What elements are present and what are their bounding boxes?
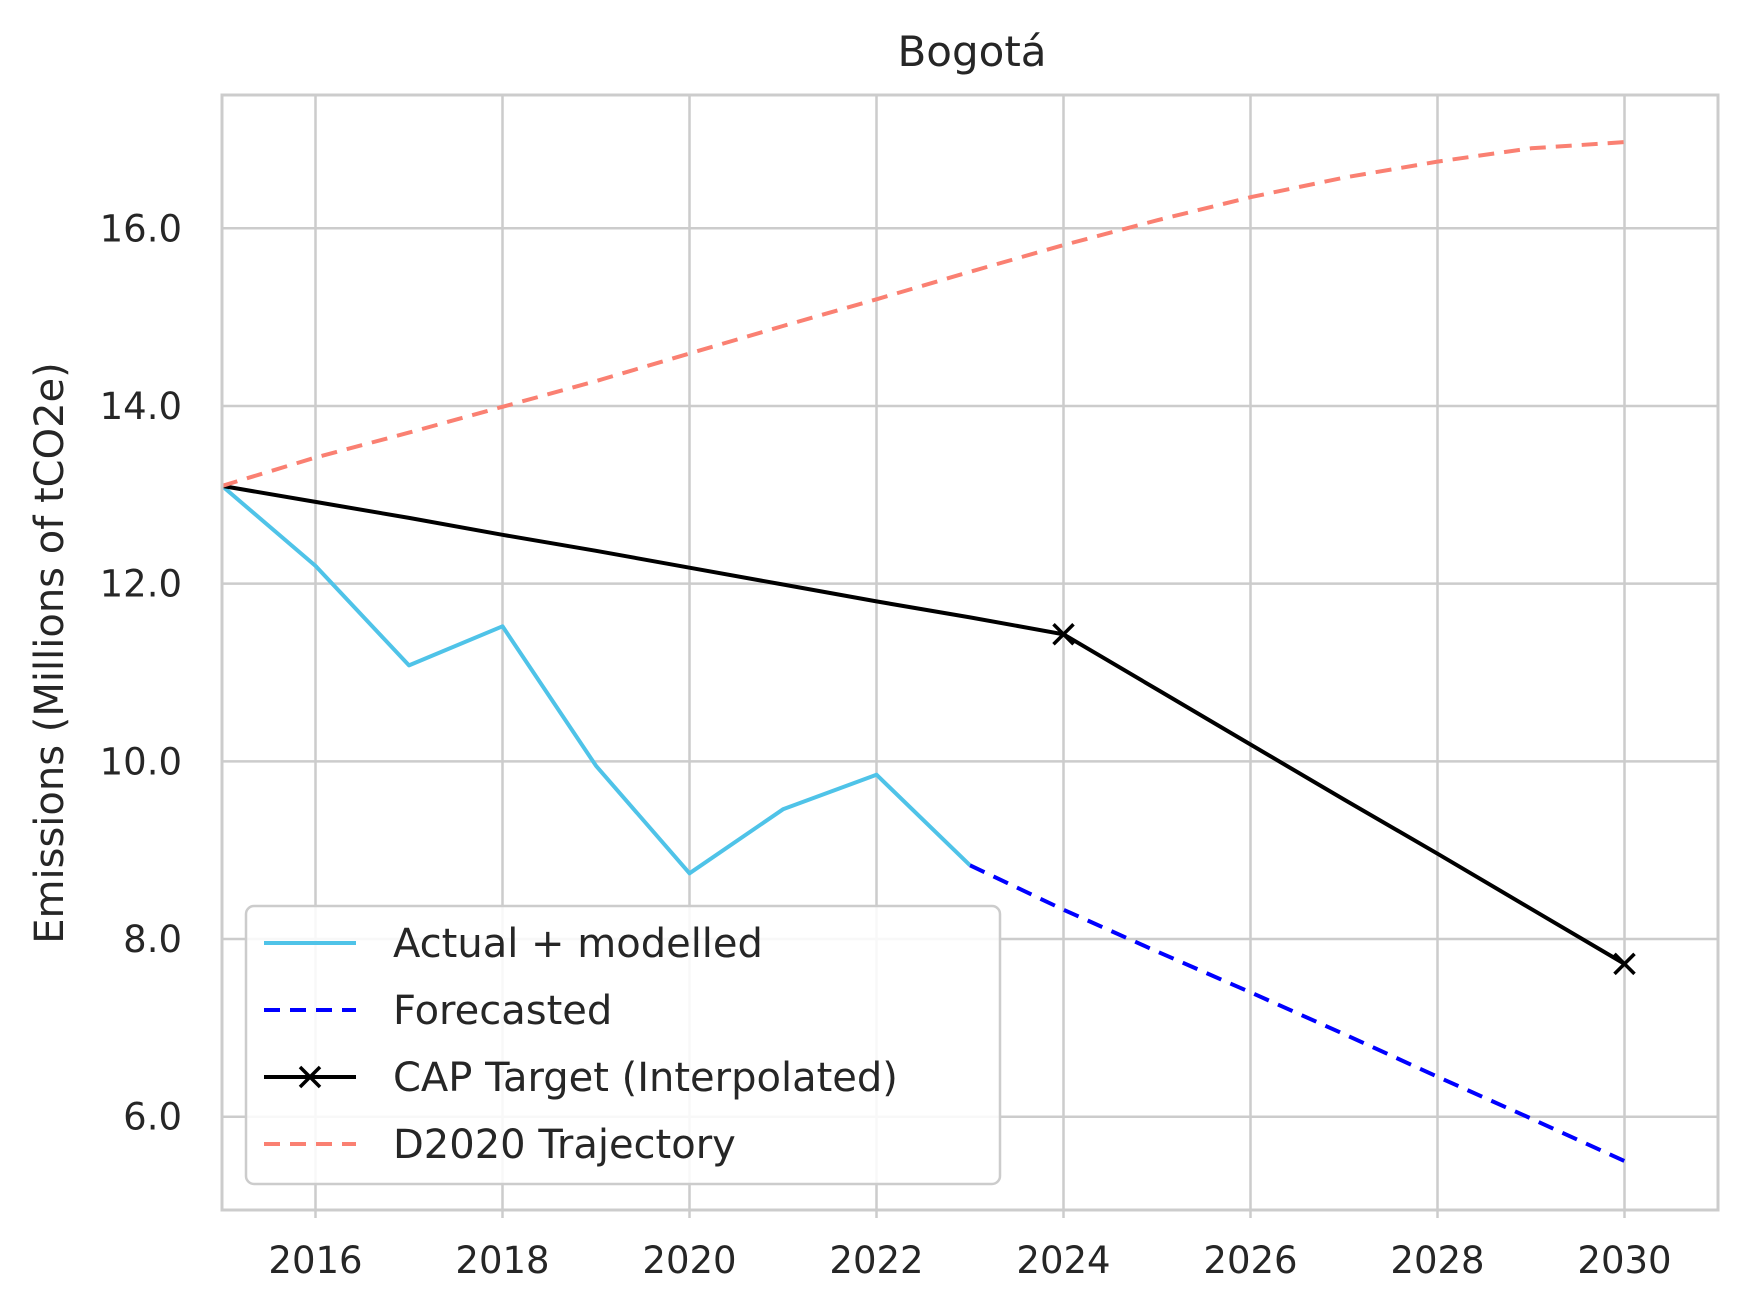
legend-entries: Actual + modelled Forecasted CAP Target (I…	[264, 921, 898, 1168]
x-tick-label: 2024	[1016, 1239, 1110, 1282]
series-line-1	[969, 863, 1626, 1163]
x-tick-label: 2018	[455, 1239, 549, 1282]
series-lines	[220, 140, 1636, 1163]
x-marker	[1613, 952, 1636, 976]
series-0	[220, 484, 972, 876]
x-marker	[1052, 623, 1075, 646]
x-tick-label: 2026	[1203, 1239, 1297, 1282]
legend-box	[244, 904, 1002, 1186]
series-line-3	[221, 140, 1625, 488]
tick-labels: 2016 2018 2020 2022 2024 2026 2028 2030 6.0 8.0 10…	[100, 207, 1672, 1282]
x-tick-label: 2022	[829, 1239, 923, 1282]
x-tick-label: 2020	[642, 1239, 736, 1282]
legend-label: Actual + modelled	[393, 921, 763, 967]
legend-entry-3: D2020 Trajectory	[264, 1122, 736, 1168]
legend-label: D2020 Trajectory	[393, 1122, 736, 1168]
plot-frame	[220, 93, 1720, 1212]
y-axis-title: Emissions (Millions of tCO2e)	[27, 362, 73, 944]
x-tick-label: 2016	[268, 1239, 362, 1282]
legend-label: CAP Target (Interpolated)	[393, 1055, 898, 1101]
chart-title: Bogotá	[897, 27, 1046, 76]
legend-entry-0: Actual + modelled	[264, 921, 763, 967]
series-1	[969, 863, 1626, 1163]
legend: Actual + modelled Forecasted CAP Target (I…	[244, 904, 1002, 1186]
legend-x-marker	[298, 1065, 322, 1089]
legend-entry-1: Forecasted	[264, 988, 612, 1034]
series-3	[221, 140, 1625, 488]
y-tick-label: 6.0	[123, 1096, 182, 1139]
legend-entry-2: CAP Target (Interpolated)	[264, 1055, 898, 1101]
series-2	[221, 483, 1636, 976]
grid-lines	[222, 95, 1718, 1218]
y-tick-label: 8.0	[123, 918, 182, 961]
legend-label: Forecasted	[393, 988, 612, 1034]
series-line-2	[221, 483, 1626, 966]
y-tick-label: 12.0	[100, 563, 182, 606]
y-tick-label: 10.0	[100, 740, 182, 783]
y-tick-label: 14.0	[100, 385, 182, 428]
series-line-0	[220, 484, 972, 876]
x-tick-label: 2030	[1577, 1239, 1671, 1282]
y-tick-label: 16.0	[100, 207, 182, 250]
x-tick-label: 2028	[1390, 1239, 1484, 1282]
